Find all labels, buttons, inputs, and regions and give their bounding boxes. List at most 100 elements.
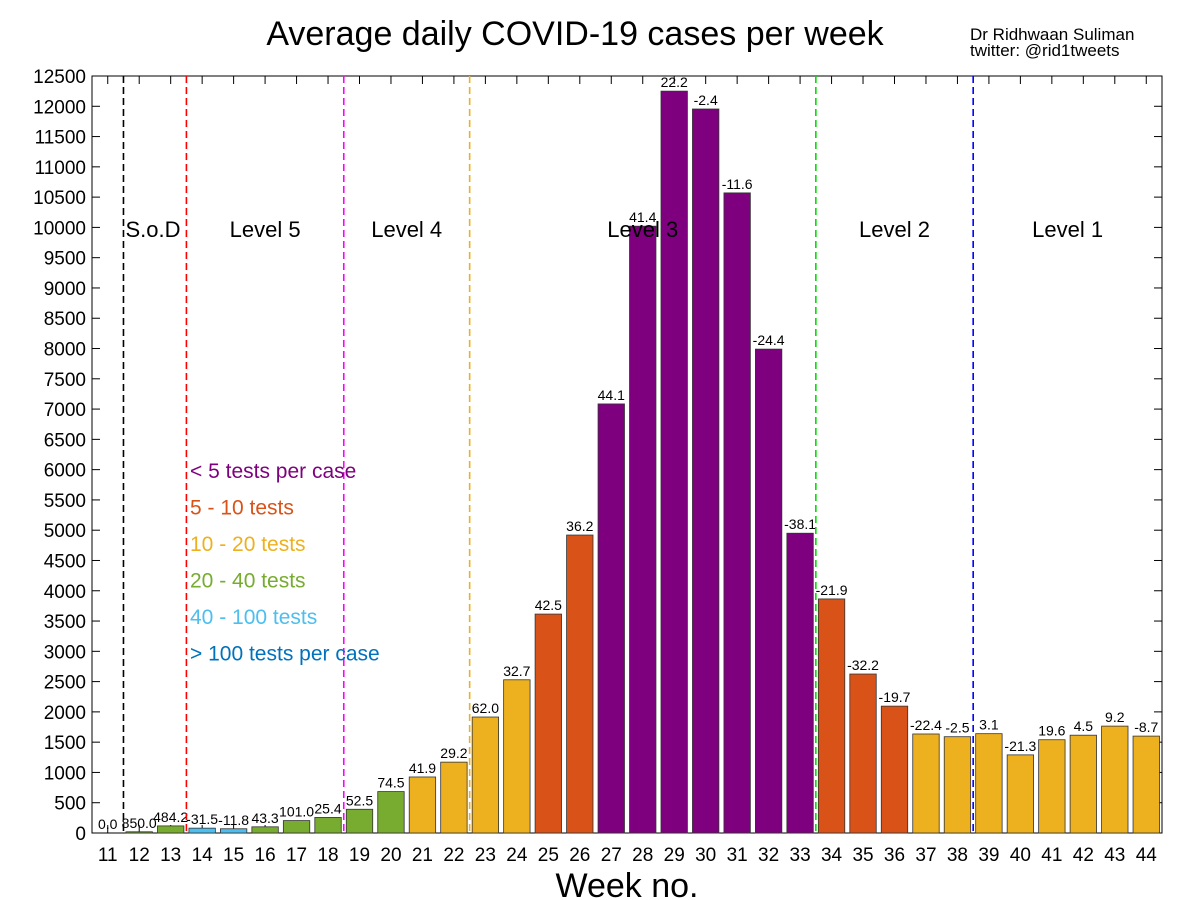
x-tick-label: 39 — [978, 845, 999, 866]
data-label: 22.2 — [661, 74, 688, 90]
bar — [692, 108, 720, 834]
data-label: 4.5 — [1074, 718, 1094, 734]
data-label: -21.9 — [816, 582, 848, 598]
bar — [1038, 739, 1066, 834]
data-label: -32.2 — [847, 657, 879, 673]
x-tick-label: 31 — [727, 845, 748, 866]
bar — [251, 826, 279, 834]
y-tick-label: 8000 — [44, 340, 86, 361]
bar — [1006, 754, 1035, 834]
phase-label: Level 3 — [607, 217, 678, 242]
data-label: 41.4 — [629, 209, 656, 225]
bar — [377, 791, 405, 834]
legend-entry: < 5 tests per case — [190, 460, 356, 483]
data-label: 25.4 — [314, 800, 341, 816]
x-tick-label: 12 — [129, 845, 150, 866]
x-tick-label: 36 — [884, 845, 905, 866]
legend-entry: 40 - 100 tests — [190, 606, 317, 629]
data-label: -21.3 — [1004, 738, 1036, 754]
x-tick-label: 38 — [947, 845, 968, 866]
y-tick-label: 5000 — [44, 521, 86, 542]
x-tick-label: 18 — [317, 845, 338, 866]
legend-entry: 5 - 10 tests — [190, 497, 294, 520]
data-label: 44.1 — [598, 387, 625, 403]
x-tick-label: 24 — [506, 845, 528, 866]
x-tick-label: 29 — [664, 845, 685, 866]
y-tick-label: 3500 — [44, 612, 86, 633]
bar — [786, 532, 814, 834]
x-tick-label: 32 — [758, 845, 779, 866]
x-tick-label: 25 — [538, 845, 559, 866]
x-tick-label: 35 — [852, 845, 873, 866]
data-label: 52.5 — [346, 792, 373, 808]
data-label: 32.7 — [503, 663, 530, 679]
bar — [660, 90, 688, 834]
chart-title: Average daily COVID-19 cases per week — [266, 15, 884, 53]
y-tick-label: 9500 — [44, 249, 86, 270]
data-label: -31.5 — [186, 811, 218, 827]
y-tick-label: 7500 — [44, 370, 86, 391]
y-tick-label: 11000 — [35, 158, 86, 179]
data-label: 9.2 — [1105, 709, 1125, 725]
x-tick-label: 23 — [475, 845, 496, 866]
x-tick-label: 21 — [412, 845, 433, 866]
x-tick-label: 15 — [223, 845, 244, 866]
bar — [219, 828, 248, 834]
bar — [282, 820, 311, 834]
y-tick-label: 6500 — [44, 430, 86, 451]
y-tick-label: 0 — [75, 824, 86, 845]
x-tick-label: 13 — [160, 845, 181, 866]
bar — [408, 776, 437, 834]
bar — [912, 733, 940, 834]
x-tick-label: 37 — [915, 845, 936, 866]
y-tick-label: 500 — [54, 794, 86, 815]
data-label: -2.5 — [945, 720, 969, 736]
x-tick-label: 26 — [569, 845, 590, 866]
bar — [157, 825, 185, 834]
credit-name: Dr Ridhwaan Suliman — [970, 25, 1134, 44]
y-tick-label: 5500 — [44, 491, 86, 512]
bar — [345, 808, 374, 834]
y-tick-label: 7000 — [44, 400, 86, 421]
legend-entry: 10 - 20 tests — [190, 533, 306, 556]
x-tick-label: 20 — [380, 845, 401, 866]
y-tick-label: 12500 — [33, 67, 86, 88]
bar — [534, 613, 562, 834]
data-label: 62.0 — [472, 700, 499, 716]
data-label: 74.5 — [377, 775, 404, 791]
phase-label: Level 4 — [371, 217, 442, 242]
bar — [943, 736, 972, 834]
x-tick-label: 33 — [790, 845, 811, 866]
y-tick-label: 1000 — [44, 763, 86, 784]
x-tick-label: 30 — [695, 845, 716, 866]
x-tick-label: 16 — [255, 845, 276, 866]
y-tick-label: 8500 — [44, 309, 86, 330]
y-tick-label: 2000 — [44, 703, 86, 724]
data-label: 850.0 — [122, 815, 157, 831]
x-tick-label: 43 — [1104, 845, 1125, 866]
data-label: -8.7 — [1134, 719, 1158, 735]
y-tick-label: 6000 — [44, 461, 86, 482]
y-tick-label: 4500 — [44, 551, 86, 572]
data-label: -24.4 — [753, 332, 785, 348]
data-label: 19.6 — [1038, 723, 1065, 739]
bar — [503, 679, 531, 834]
x-tick-label: 42 — [1073, 845, 1094, 866]
data-label: -11.8 — [218, 812, 249, 828]
y-tick-label: 1500 — [44, 733, 86, 754]
x-tick-label: 40 — [1010, 845, 1031, 866]
bar — [880, 705, 909, 834]
data-label: 36.2 — [566, 518, 593, 534]
phase-label: Level 2 — [859, 217, 930, 242]
y-tick-label: 10000 — [33, 218, 86, 239]
x-tick-label: 17 — [286, 845, 307, 866]
data-label: 29.2 — [440, 745, 467, 761]
phase-label: S.o.D — [125, 217, 180, 242]
x-tick-label: 28 — [632, 845, 653, 866]
data-label: 43.3 — [251, 810, 278, 826]
bar — [1069, 734, 1097, 834]
data-label: 101.0 — [279, 804, 314, 820]
bar — [314, 817, 342, 834]
plot-frame — [91, 75, 1163, 834]
